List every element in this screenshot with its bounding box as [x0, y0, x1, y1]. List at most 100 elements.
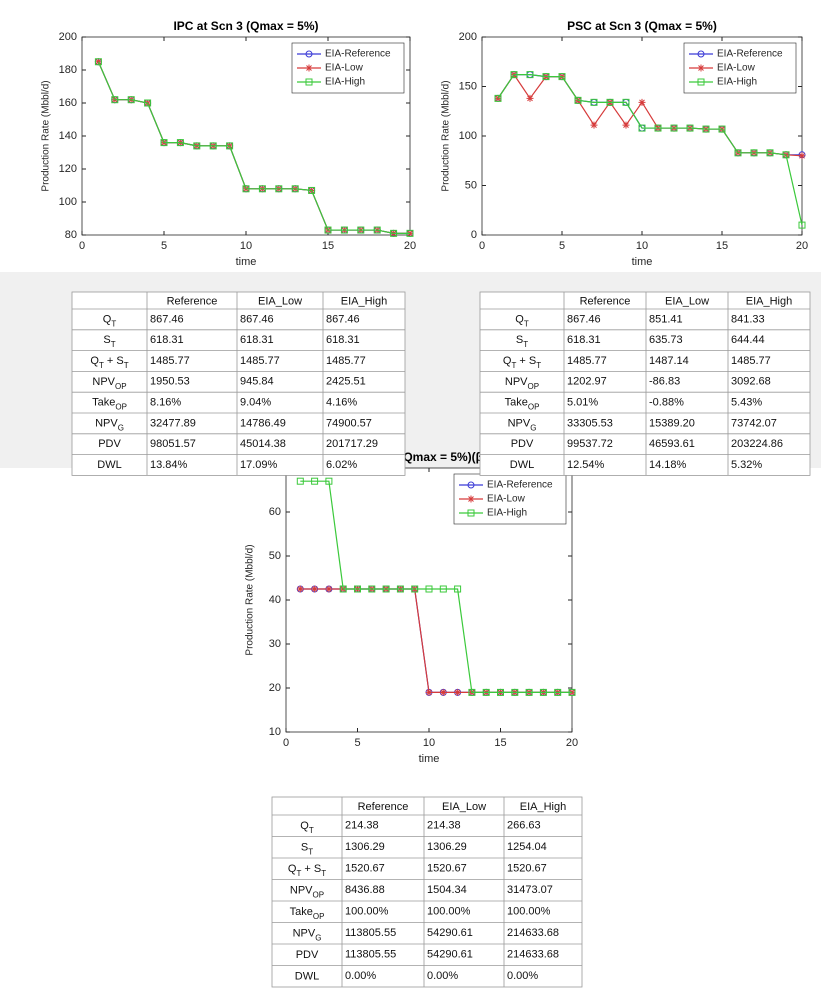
marker	[425, 688, 433, 696]
table-header: Reference	[358, 801, 409, 813]
y-tick-label: 100	[59, 196, 77, 208]
marker	[396, 585, 404, 593]
marker	[325, 585, 333, 593]
table-cell: 214.38	[427, 820, 461, 832]
row-label-text: Q	[288, 863, 297, 875]
table-cell: 644.44	[731, 334, 765, 346]
marker	[94, 58, 102, 66]
marker	[542, 73, 550, 81]
table-cell: 867.46	[567, 313, 601, 325]
table-cell: 98051.57	[150, 438, 196, 450]
marker	[382, 585, 390, 593]
table-header: EIA_Low	[258, 295, 302, 307]
table-header: EIA_High	[746, 295, 792, 307]
marker	[305, 50, 313, 58]
row-label-sub: G	[315, 933, 321, 942]
table-cell: 8436.88	[345, 884, 385, 896]
marker	[193, 142, 201, 150]
table-cell: 266.63	[507, 820, 541, 832]
marker	[697, 78, 705, 86]
table-cell: 0.00%	[427, 970, 458, 982]
table-cell: 867.46	[240, 313, 274, 325]
table-cell: 100.00%	[345, 906, 389, 918]
table-cell: 113805.55	[345, 927, 396, 939]
row-label: QT + ST	[288, 863, 326, 878]
table-cell: 54290.61	[427, 927, 473, 939]
table-cell: 5.32%	[731, 459, 762, 471]
legend-label: EIA-Low	[717, 63, 756, 74]
table-cell: 0.00%	[345, 970, 376, 982]
row-label: TakeOP	[290, 906, 325, 921]
row-label-text: Q	[503, 355, 512, 367]
table-frame	[71, 291, 406, 476]
legend-label: EIA-High	[717, 77, 757, 88]
x-axis-label: time	[419, 753, 440, 765]
marker	[697, 64, 705, 72]
marker	[798, 221, 806, 229]
table-cell: 33305.53	[567, 417, 613, 429]
row-label: TakeOP	[92, 397, 127, 412]
row-label-sub: T	[111, 319, 116, 328]
marker	[368, 585, 376, 593]
marker	[494, 94, 502, 102]
x-tick-label: 0	[283, 737, 289, 749]
marker	[539, 688, 547, 696]
y-tick-label: 60	[269, 506, 281, 518]
table-cell: 9.04%	[240, 397, 271, 409]
row-label-sub: T	[309, 825, 314, 834]
x-tick-label: 5	[559, 240, 565, 252]
row-label: ST	[103, 334, 115, 349]
y-tick-label: 30	[269, 638, 281, 650]
row-label: DWL	[295, 970, 319, 982]
table-cell: 8.16%	[150, 397, 181, 409]
row-label-sub: T	[308, 847, 313, 856]
table-cell: 1487.14	[649, 355, 689, 367]
marker	[291, 185, 299, 193]
table-frame	[479, 291, 811, 476]
row-label-sub: G	[118, 423, 124, 432]
row-label: NPVG	[508, 417, 537, 432]
row-label-text: PDV	[511, 438, 534, 450]
marker	[622, 121, 630, 129]
marker	[406, 229, 414, 237]
table-cell: 214633.68	[507, 949, 559, 961]
row-label: NPVOP	[505, 376, 539, 391]
marker	[482, 688, 490, 696]
row-label-text: PDV	[98, 438, 121, 450]
y-tick-label: 120	[59, 163, 77, 175]
row-label-sub: T	[524, 319, 529, 328]
marker	[311, 477, 319, 485]
table-cell: 1306.29	[345, 841, 385, 853]
marker	[354, 585, 361, 593]
marker	[574, 96, 582, 104]
series-line	[300, 480, 572, 693]
marker	[467, 495, 475, 503]
table-cell: 14.18%	[649, 459, 687, 471]
table-cell: 1306.29	[427, 841, 467, 853]
table-cell: 1485.77	[150, 355, 190, 367]
row-label-sub: T	[296, 868, 301, 877]
x-tick-label: 20	[566, 737, 578, 749]
row-label-text: Q	[90, 355, 99, 367]
marker	[176, 139, 184, 147]
table-cell: 635.73	[649, 334, 683, 346]
marker	[144, 99, 152, 107]
marker	[558, 73, 566, 81]
table-header: EIA_Low	[442, 801, 486, 813]
row-label-text: Take	[505, 397, 528, 409]
table-cell: 1202.97	[567, 376, 607, 388]
marker	[670, 124, 678, 132]
marker	[638, 124, 646, 132]
table-cell: 214.38	[345, 820, 379, 832]
table-header: Reference	[580, 295, 631, 307]
marker	[454, 585, 462, 593]
row-label-text: S	[301, 841, 308, 853]
y-tick-label: 50	[465, 179, 477, 191]
x-tick-label: 15	[494, 737, 506, 749]
marker	[497, 688, 504, 696]
row-label-text: S	[103, 334, 110, 346]
marker	[467, 509, 475, 517]
table-cell: 0.00%	[507, 970, 538, 982]
